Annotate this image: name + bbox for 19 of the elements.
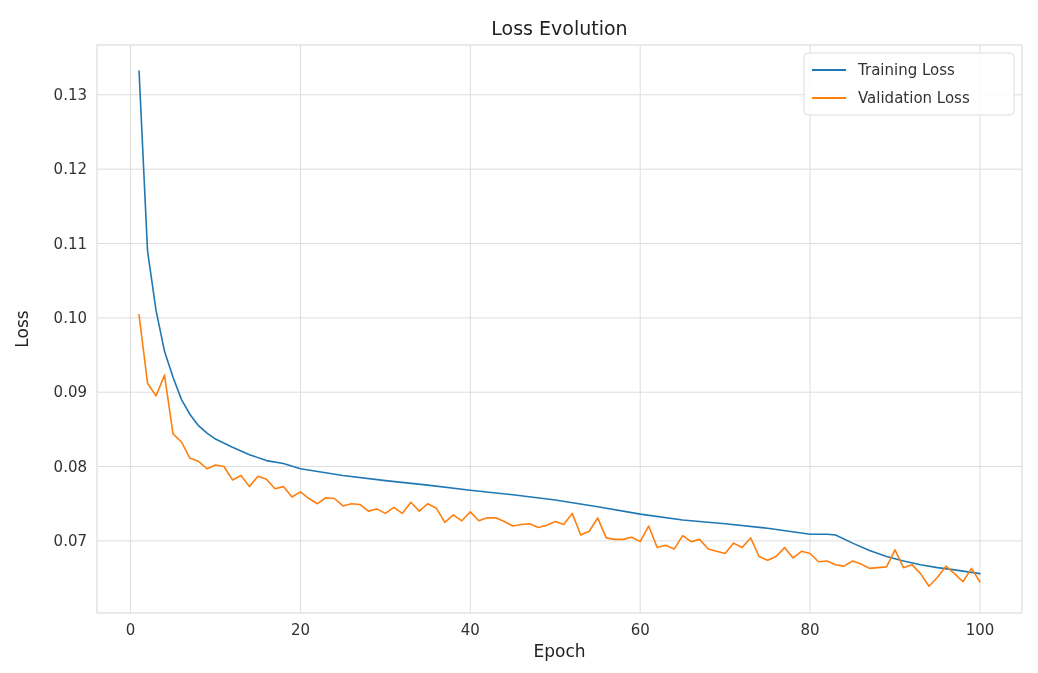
x-tick-label: 20 (290, 621, 310, 639)
x-tick-label: 60 (630, 621, 650, 639)
y-tick-label: 0.12 (53, 160, 87, 179)
y-tick-label: 0.11 (53, 234, 87, 253)
x-tick-label: 0 (125, 621, 136, 639)
y-tick-label: 0.09 (53, 383, 87, 402)
legend-label: Validation Loss (858, 89, 970, 107)
y-tick-label: 0.13 (53, 85, 87, 104)
x-axis-title: Epoch (533, 641, 586, 661)
x-tick-label: 40 (460, 621, 480, 639)
y-tick-label: 0.07 (53, 531, 87, 550)
y-tick-label: 0.10 (53, 308, 87, 327)
line-series (138, 314, 981, 588)
x-tick-label: 80 (800, 621, 820, 639)
chart-title: Loss Evolution (491, 17, 628, 39)
y-tick-label: 0.08 (53, 457, 87, 476)
legend-label: Training Loss (857, 61, 956, 79)
y-axis-title: Loss (12, 310, 32, 348)
x-tick-label: 100 (965, 621, 995, 639)
